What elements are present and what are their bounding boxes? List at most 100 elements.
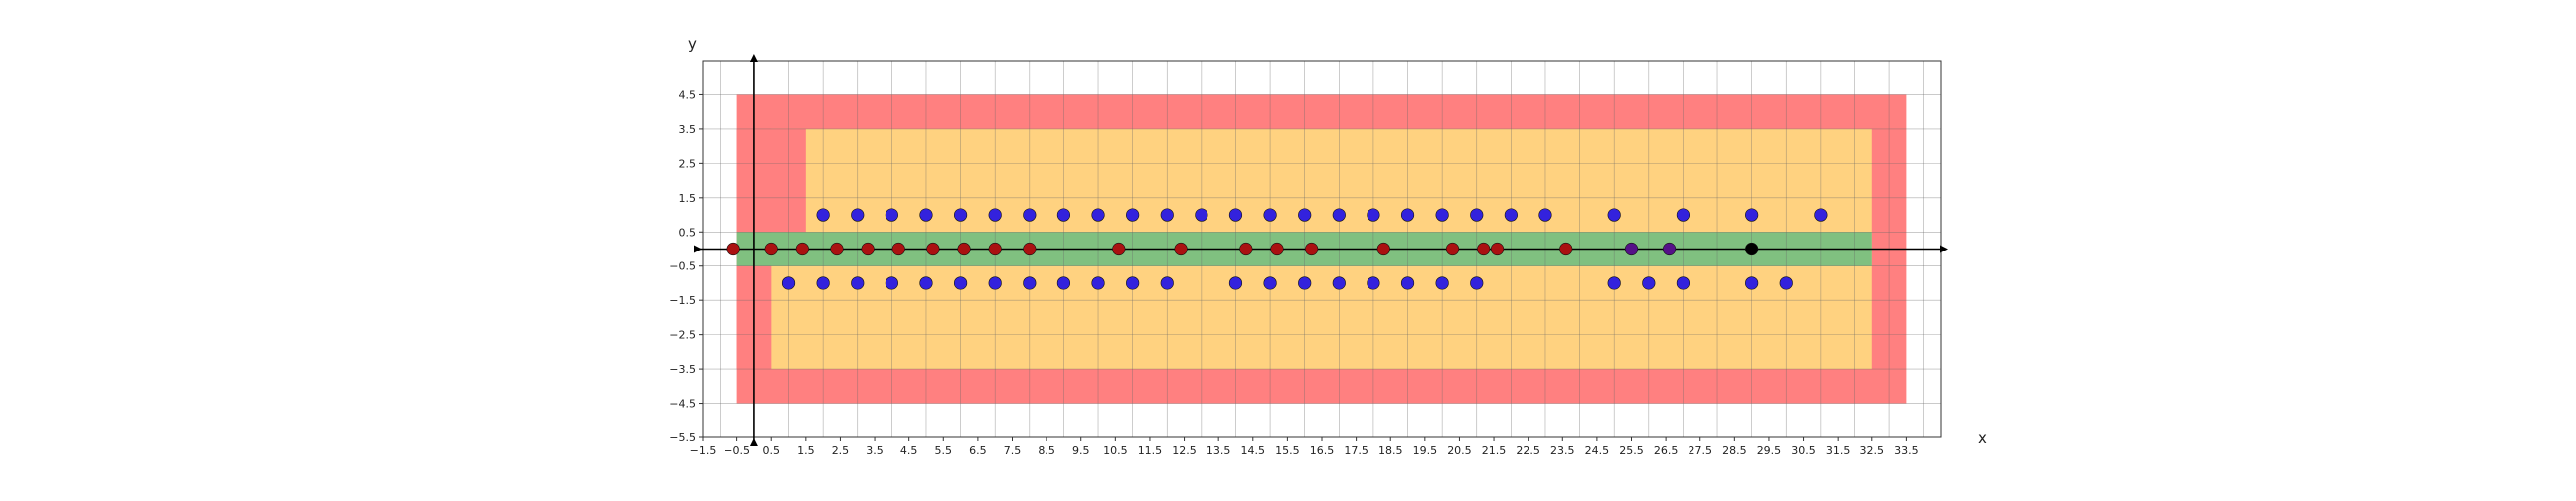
data-point xyxy=(957,242,971,256)
data-point xyxy=(1559,242,1573,256)
data-point xyxy=(1662,242,1677,256)
data-point xyxy=(1023,208,1037,222)
data-point xyxy=(1091,208,1105,222)
data-point xyxy=(988,276,1002,290)
region-rect xyxy=(736,128,806,233)
x-tick-label: −1.5 xyxy=(690,444,717,457)
x-tick-label: 12.5 xyxy=(1172,444,1197,457)
data-point xyxy=(1624,242,1639,256)
data-point xyxy=(1470,208,1484,222)
x-tick-label: 3.5 xyxy=(866,444,884,457)
y-tick-label: 3.5 xyxy=(679,123,697,136)
x-tick-label: 24.5 xyxy=(1585,444,1610,457)
data-point xyxy=(1477,242,1491,256)
data-point xyxy=(1263,208,1277,222)
x-tick-label: 22.5 xyxy=(1516,444,1540,457)
data-point xyxy=(1195,208,1208,222)
data-point xyxy=(1676,276,1690,290)
data-point xyxy=(795,242,809,256)
x-tick-label: 33.5 xyxy=(1894,444,1919,457)
data-point xyxy=(1470,276,1484,290)
x-tick-label: 29.5 xyxy=(1757,444,1782,457)
x-tick-label: 10.5 xyxy=(1103,444,1128,457)
y-tick-label: −2.5 xyxy=(669,329,696,342)
x-tick-label: 7.5 xyxy=(1004,444,1022,457)
x-tick-label: 4.5 xyxy=(900,444,918,457)
tick-layer: −1.5 −0.5 0.5 1.5 2.5 3.5 4.5 5.5 6.5 7.5 8.5 9.5 10… xyxy=(669,88,1918,457)
data-point xyxy=(1676,208,1690,222)
x-tick-label: 25.5 xyxy=(1619,444,1644,457)
data-point xyxy=(1400,276,1415,290)
data-point xyxy=(1435,208,1449,222)
data-point xyxy=(1376,242,1390,256)
data-point xyxy=(1400,208,1415,222)
data-point xyxy=(1642,276,1656,290)
data-point xyxy=(1228,208,1243,222)
data-point xyxy=(1445,242,1460,256)
x-tick-label: 5.5 xyxy=(935,444,953,457)
data-point xyxy=(1228,276,1243,290)
data-point xyxy=(781,276,796,290)
data-point xyxy=(1332,208,1346,222)
data-point xyxy=(1126,276,1140,290)
y-axis-label: y xyxy=(688,35,697,53)
data-point xyxy=(1538,208,1552,222)
data-point xyxy=(1239,242,1253,256)
data-point xyxy=(1270,242,1284,256)
data-point xyxy=(1607,276,1621,290)
x-tick-label: 13.5 xyxy=(1207,444,1231,457)
y-tick-label: −3.5 xyxy=(669,363,696,376)
data-point xyxy=(953,208,968,222)
data-point xyxy=(1298,208,1312,222)
y-tick-label: −5.5 xyxy=(669,431,696,444)
data-point xyxy=(1056,276,1071,290)
x-tick-label: 19.5 xyxy=(1413,444,1438,457)
data-point xyxy=(1607,208,1621,222)
data-point xyxy=(988,242,1002,256)
data-point xyxy=(885,276,898,290)
data-point xyxy=(1490,242,1505,256)
data-point xyxy=(1435,276,1449,290)
x-tick-label: 11.5 xyxy=(1138,444,1163,457)
y-tick-label: 0.5 xyxy=(679,226,697,239)
x-tick-label: 15.5 xyxy=(1275,444,1300,457)
data-point xyxy=(830,242,844,256)
y-tick-label: 4.5 xyxy=(679,88,697,101)
x-tick-label: 16.5 xyxy=(1310,444,1335,457)
axes-layer xyxy=(694,54,1948,446)
data-point xyxy=(1160,208,1174,222)
data-point xyxy=(1091,276,1105,290)
x-tick-label: 17.5 xyxy=(1344,444,1368,457)
data-point xyxy=(926,242,940,256)
data-point xyxy=(851,276,865,290)
data-point xyxy=(816,276,830,290)
data-point xyxy=(764,242,778,256)
data-point xyxy=(1332,276,1346,290)
y-tick-label: −1.5 xyxy=(669,294,696,307)
x-tick-label: 30.5 xyxy=(1791,444,1816,457)
data-point xyxy=(1056,208,1071,222)
data-point xyxy=(1263,276,1277,290)
x-tick-label: 14.5 xyxy=(1241,444,1266,457)
data-point xyxy=(1745,208,1759,222)
data-point xyxy=(1745,242,1759,256)
data-point xyxy=(919,276,933,290)
data-point xyxy=(988,208,1002,222)
data-point xyxy=(885,208,898,222)
x-tick-label: 21.5 xyxy=(1482,444,1507,457)
data-point xyxy=(816,208,830,222)
x-tick-label: −0.5 xyxy=(724,444,750,457)
points-layer xyxy=(726,208,1828,290)
data-point xyxy=(1023,276,1037,290)
data-point xyxy=(861,242,875,256)
x-tick-label: 27.5 xyxy=(1688,444,1712,457)
data-point xyxy=(1298,276,1312,290)
data-point xyxy=(1112,242,1126,256)
x-axis-label: x xyxy=(1978,429,1987,447)
data-point xyxy=(851,208,865,222)
y-tick-label: −4.5 xyxy=(669,398,696,411)
x-tick-label: 26.5 xyxy=(1654,444,1679,457)
x-tick-label: 0.5 xyxy=(762,444,780,457)
data-point xyxy=(1504,208,1518,222)
x-tick-label: 8.5 xyxy=(1038,444,1055,457)
